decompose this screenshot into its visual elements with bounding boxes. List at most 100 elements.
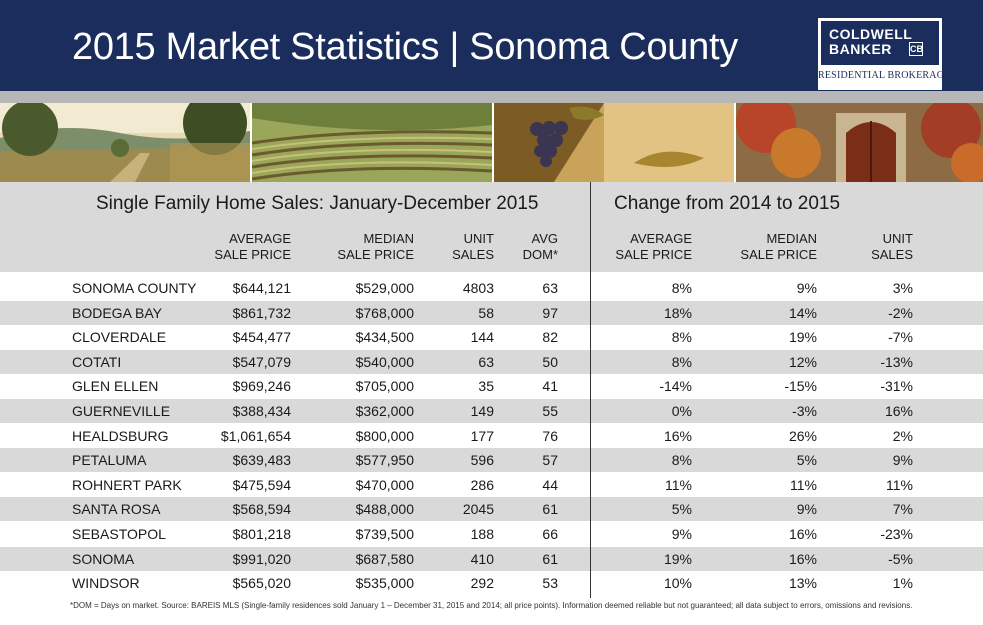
logo-cb-icon: CB — [909, 42, 923, 56]
cell-change-median-sale-price: 11% — [790, 476, 817, 493]
cell-unit-sales: 63 — [478, 353, 494, 370]
cell-change-unit-sales: -13% — [880, 353, 913, 370]
cell-avg-dom: 53 — [542, 575, 558, 592]
coldwell-banker-logo: COLDWELL BANKER CB RESIDENTIAL BROKERAGE — [818, 18, 950, 90]
cell-change-median-sale-price: 12% — [788, 353, 817, 370]
grapes-photo — [494, 103, 734, 182]
cell-change-median-sale-price: -3% — [792, 403, 817, 419]
logo-line1: COLDWELL — [829, 26, 913, 42]
cell-area-name: SEBASTOPOL — [72, 526, 166, 542]
cell-median-sale-price: $768,000 — [355, 304, 414, 321]
col-header-avg-dom: AVG DOM* — [522, 231, 558, 262]
cell-area-name: SONOMA COUNTY — [72, 280, 197, 296]
cell-change-median-sale-price: 9% — [796, 501, 817, 518]
col-header-change-median-sale-price: MEDIAN SALE PRICE — [740, 231, 817, 262]
cell-unit-sales: 149 — [470, 403, 494, 419]
cell-unit-sales: 596 — [470, 452, 494, 469]
cell-median-sale-price: $577,950 — [355, 452, 414, 469]
cell-average-sale-price: $565,020 — [232, 575, 291, 592]
table-row: SONOMA $991,020 $687,580 410 61 19% 16% -5% — [0, 546, 983, 571]
cell-avg-dom: 57 — [542, 452, 558, 469]
cell-change-average-sale-price: -14% — [659, 378, 692, 395]
cell-median-sale-price: $488,000 — [355, 501, 414, 518]
cell-avg-dom: 41 — [542, 378, 558, 395]
table-row: SONOMA COUNTY $644,121 $529,000 4803 63 8% 9% 3… — [0, 276, 983, 300]
table-row: SEBASTOPOL $801,218 $739,500 188 66 9% 16% -23% — [0, 522, 983, 546]
winery-door-photo — [736, 103, 983, 182]
cell-change-average-sale-price: 9% — [671, 526, 692, 542]
cell-change-unit-sales: -7% — [888, 329, 913, 346]
cell-average-sale-price: $969,246 — [232, 378, 291, 395]
cell-average-sale-price: $1,061,654 — [220, 427, 291, 444]
cell-area-name: CLOVERDALE — [72, 329, 167, 346]
cell-average-sale-price: $644,121 — [232, 280, 291, 296]
cell-change-unit-sales: 3% — [892, 280, 913, 296]
cell-change-median-sale-price: 16% — [788, 526, 817, 542]
footnote: *DOM = Days on market. Source: BAREIS ML… — [70, 601, 913, 610]
cell-median-sale-price: $540,000 — [355, 353, 414, 370]
cell-change-median-sale-price: 19% — [788, 329, 817, 346]
cell-change-average-sale-price: 11% — [665, 476, 692, 493]
cell-area-name: SONOMA — [72, 550, 135, 567]
cell-avg-dom: 61 — [542, 501, 558, 518]
cell-change-average-sale-price: 8% — [671, 452, 692, 469]
cell-avg-dom: 76 — [542, 427, 558, 444]
cell-area-name: GLEN ELLEN — [72, 378, 159, 395]
cell-average-sale-price: $568,594 — [232, 501, 291, 518]
col-header-unit-sales: UNIT SALES — [452, 231, 494, 262]
cell-change-unit-sales: -31% — [880, 378, 913, 395]
cell-average-sale-price: $861,732 — [232, 304, 291, 321]
cell-change-average-sale-price: 8% — [671, 353, 692, 370]
cell-change-median-sale-price: 9% — [796, 280, 817, 296]
table-row: HEALDSBURG $1,061,654 $800,000 177 76 16% 26% 2… — [0, 424, 983, 448]
col-header-median-sale-price: MEDIAN SALE PRICE — [337, 231, 414, 262]
cell-area-name: GUERNEVILLE — [72, 403, 171, 419]
cell-unit-sales: 2045 — [462, 501, 494, 518]
cell-median-sale-price: $739,500 — [355, 526, 414, 542]
cell-unit-sales: 188 — [470, 526, 494, 542]
logo-line2: BANKER — [829, 41, 892, 57]
cell-average-sale-price: $639,483 — [232, 452, 291, 469]
cell-median-sale-price: $529,000 — [355, 280, 414, 296]
cell-avg-dom: 55 — [542, 403, 558, 419]
cell-average-sale-price: $547,079 — [232, 353, 291, 370]
cell-area-name: ROHNERT PARK — [72, 476, 182, 493]
cell-area-name: WINDSOR — [72, 575, 140, 592]
table-row: BODEGA BAY $861,732 $768,000 58 97 18% 14% -2% — [0, 300, 983, 325]
cell-change-unit-sales: -5% — [888, 550, 913, 567]
header-divider-strip — [0, 91, 983, 103]
cell-median-sale-price: $362,000 — [355, 403, 414, 419]
cell-change-unit-sales: 1% — [892, 575, 913, 592]
cell-change-median-sale-price: 14% — [788, 304, 817, 321]
photo-band — [0, 103, 983, 182]
cell-median-sale-price: $687,580 — [355, 550, 414, 567]
cell-avg-dom: 50 — [542, 353, 558, 370]
cell-change-average-sale-price: 8% — [671, 280, 692, 296]
cell-change-average-sale-price: 18% — [663, 304, 692, 321]
cell-change-average-sale-price: 16% — [663, 427, 692, 444]
table-row: CLOVERDALE $454,477 $434,500 144 82 8% 19% -7% — [0, 325, 983, 349]
cell-avg-dom: 63 — [542, 280, 558, 296]
col-header-change-unit-sales: UNIT SALES — [871, 231, 913, 262]
cell-change-median-sale-price: 16% — [788, 550, 817, 567]
section-divider — [590, 182, 591, 598]
cell-median-sale-price: $535,000 — [355, 575, 414, 592]
cell-change-unit-sales: 11% — [886, 476, 913, 493]
right-section-title: Change from 2014 to 2015 — [614, 193, 841, 214]
cell-median-sale-price: $470,000 — [355, 476, 414, 493]
cell-area-name: SANTA ROSA — [72, 501, 161, 518]
cell-change-median-sale-price: 5% — [796, 452, 817, 469]
cell-area-name: PETALUMA — [72, 452, 147, 469]
cell-unit-sales: 58 — [478, 304, 494, 321]
cell-change-average-sale-price: 10% — [663, 575, 692, 592]
cell-avg-dom: 82 — [542, 329, 558, 346]
cell-area-name: COTATI — [72, 353, 122, 370]
table-row: GUERNEVILLE $388,434 $362,000 149 55 0% -3% 16% — [0, 399, 983, 423]
cell-median-sale-price: $705,000 — [355, 378, 414, 395]
cell-change-average-sale-price: 8% — [671, 329, 692, 346]
col-header-change-average-sale-price: AVERAGE SALE PRICE — [615, 231, 692, 262]
left-section-title: Single Family Home Sales: January-Decemb… — [96, 193, 539, 214]
vineyard-landscape-photo — [0, 103, 250, 182]
table-row: ROHNERT PARK $475,594 $470,000 286 44 11% 11% 1… — [0, 473, 983, 497]
cell-change-unit-sales: 2% — [892, 427, 913, 444]
